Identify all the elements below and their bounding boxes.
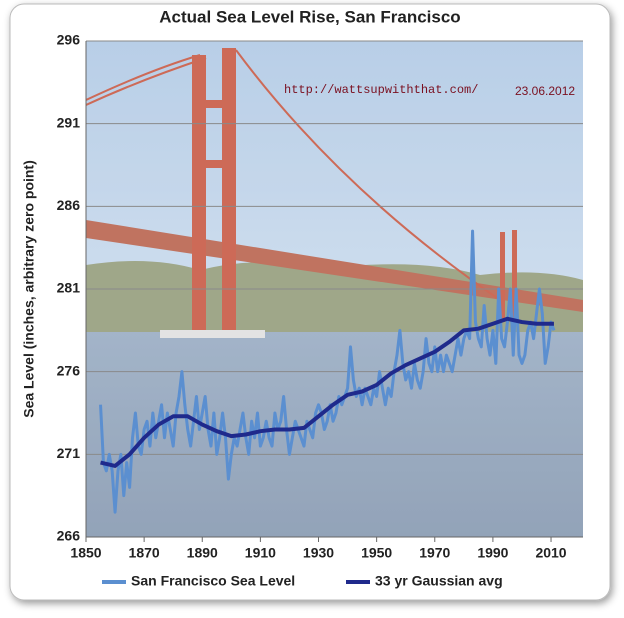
series-line [100, 316, 554, 468]
legend-label: 33 yr Gaussian avg [375, 573, 503, 589]
chart-title: Actual Sea Level Rise, San Francisco [159, 7, 460, 26]
x-tick-label: 2010 [535, 545, 566, 561]
x-tick-label: 1930 [303, 545, 334, 561]
x-tick-label: 1850 [70, 545, 101, 561]
annotation-url: http://wattsupwiththat.com/ [284, 83, 478, 97]
y-tick-label: 291 [57, 114, 81, 130]
x-tick-label: 1890 [187, 545, 218, 561]
x-tick-label: 1990 [477, 545, 508, 561]
series-line [99, 229, 556, 514]
y-tick-label: 266 [57, 528, 81, 544]
legend-label: San Francisco Sea Level [131, 573, 295, 589]
y-tick-label: 276 [57, 362, 81, 378]
x-tick-label: 1870 [129, 545, 160, 561]
annotation-date: 23.06.2012 [515, 84, 575, 98]
y-axis-label: Sea Level (inches, arbitrary zero point) [21, 160, 37, 418]
y-tick-label: 281 [57, 280, 81, 296]
x-tick-label: 1910 [245, 545, 276, 561]
y-tick-label: 286 [57, 197, 81, 213]
x-tick-label: 1970 [419, 545, 450, 561]
x-tick-label: 1950 [361, 545, 392, 561]
y-tick-label: 271 [57, 445, 81, 461]
y-tick-label: 296 [57, 32, 81, 48]
